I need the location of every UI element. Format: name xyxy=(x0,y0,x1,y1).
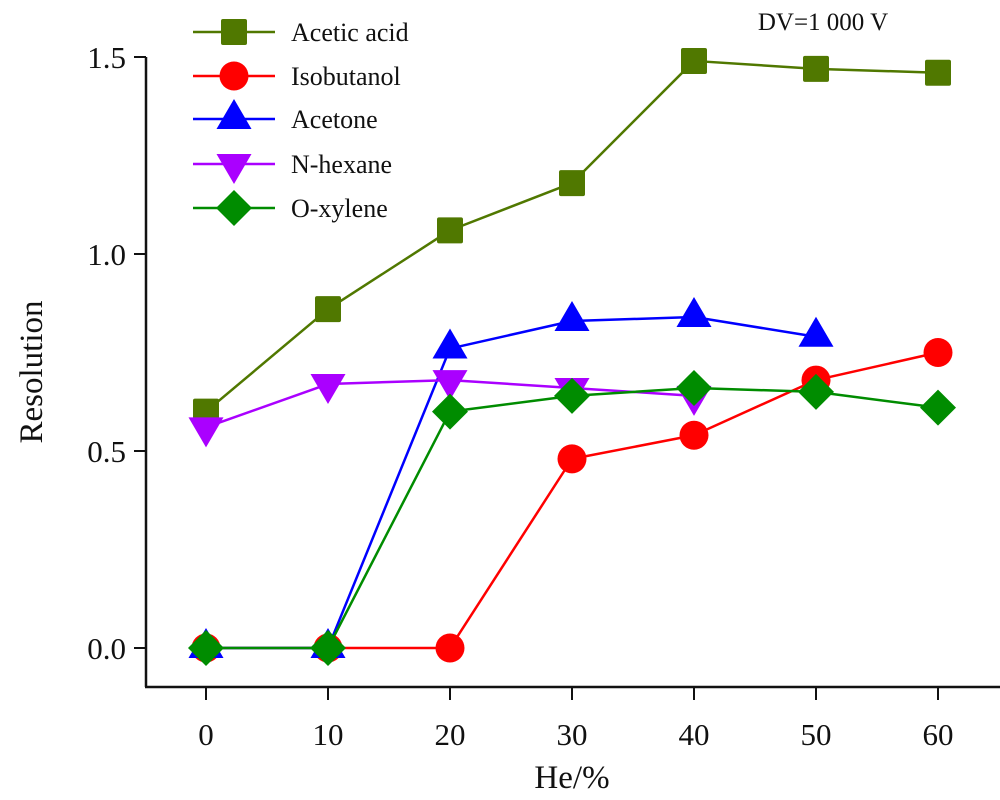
legend-item-n-hexane: N-hexane xyxy=(193,150,392,184)
x-tick-label: 40 xyxy=(679,717,710,752)
legend-marker-triangle-up-icon xyxy=(216,99,252,129)
legend-marker-diamond-icon xyxy=(216,190,252,226)
data-point-acetic-acid xyxy=(803,55,829,82)
data-point-acetic-acid xyxy=(925,59,951,86)
x-tick-label: 0 xyxy=(198,717,214,752)
data-point-acetone xyxy=(676,297,712,328)
data-point-acetone xyxy=(554,300,590,331)
data-point-acetic-acid xyxy=(559,170,585,197)
series-o-xylene xyxy=(188,369,956,666)
legend-item-o-xylene: O-xylene xyxy=(193,190,388,226)
series-line-o-xylene xyxy=(206,386,939,650)
y-tick-label: 0.5 xyxy=(87,434,126,469)
data-point-isobutanol xyxy=(557,444,587,474)
legend-label: Isobutanol xyxy=(291,62,401,91)
legend-label: O-xylene xyxy=(291,194,388,223)
legend-marker-circle-icon xyxy=(219,61,249,91)
x-axis-title: He/% xyxy=(534,760,609,796)
legend-item-acetone: Acetone xyxy=(193,99,378,134)
data-point-acetone xyxy=(798,316,834,347)
data-point-isobutanol xyxy=(435,633,465,663)
legend-item-isobutanol: Isobutanol xyxy=(193,61,401,91)
legend-marker-triangle-down-icon xyxy=(216,154,252,184)
series-line-acetone xyxy=(206,315,817,650)
data-point-acetic-acid xyxy=(315,296,341,323)
y-tick-label: 0.0 xyxy=(87,631,126,666)
data-point-o-xylene xyxy=(554,377,590,414)
data-point-o-xylene xyxy=(798,373,834,410)
x-tick-label: 20 xyxy=(435,717,466,752)
data-point-isobutanol xyxy=(679,420,709,450)
x-tick-label: 50 xyxy=(801,717,832,752)
legend-label: Acetic acid xyxy=(291,18,409,47)
data-point-o-xylene xyxy=(432,393,468,430)
y-tick-label: 1.5 xyxy=(87,40,126,75)
legend: Acetic acid Isobutanol Acetone N-hexane O-xy… xyxy=(193,18,409,226)
data-point-acetic-acid xyxy=(681,47,707,74)
legend-label: N-hexane xyxy=(291,150,392,179)
y-axis-title: Resolution xyxy=(14,300,50,443)
y-tick-label: 1.0 xyxy=(87,237,126,272)
data-point-o-xylene xyxy=(188,630,224,666)
data-point-n-hexane xyxy=(310,374,346,405)
data-point-acetic-acid xyxy=(437,217,463,244)
series-layer xyxy=(188,47,956,666)
data-point-o-xylene xyxy=(920,389,956,426)
data-point-n-hexane xyxy=(432,370,468,401)
legend-item-acetic-acid: Acetic acid xyxy=(193,18,409,47)
x-tick-label: 30 xyxy=(557,717,588,752)
legend-label: Acetone xyxy=(291,105,378,134)
x-tick-label: 10 xyxy=(313,717,344,752)
data-point-o-xylene xyxy=(676,369,712,406)
x-tick-label: 60 xyxy=(923,717,954,752)
data-point-n-hexane xyxy=(188,417,224,448)
data-point-o-xylene xyxy=(310,630,346,666)
legend-marker-square-icon xyxy=(221,19,247,45)
data-point-isobutanol xyxy=(923,338,953,367)
axes: 0.0 0.5 1.0 1.5 0 10 20 30 40 50 60 xyxy=(87,40,1000,752)
annotation-dv: DV=1 000 V xyxy=(758,9,888,36)
data-point-acetone xyxy=(432,328,468,359)
series-acetone xyxy=(188,297,834,658)
